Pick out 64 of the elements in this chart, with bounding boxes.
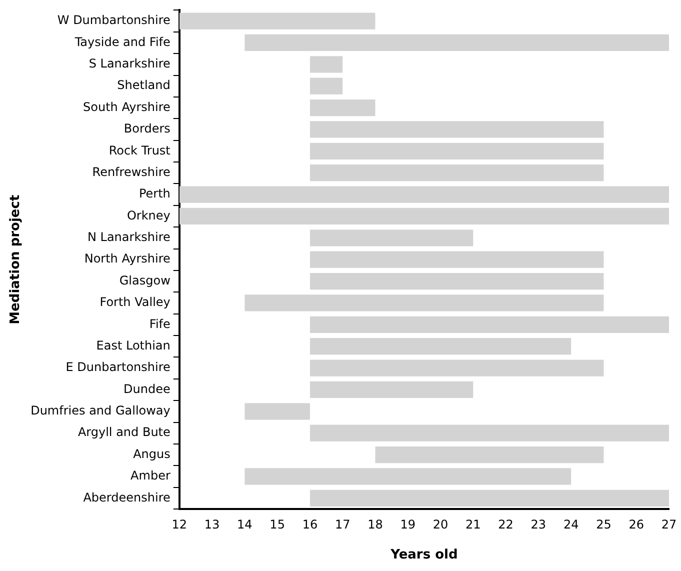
y-tick-label: N Lanarkshire [87, 230, 170, 244]
x-tick-label: 15 [270, 517, 285, 532]
bar [244, 294, 604, 312]
bar [310, 338, 572, 355]
x-tick-label: 21 [466, 517, 481, 532]
bar [310, 424, 669, 442]
y-tick-label: Aberdeenshire [83, 490, 170, 504]
bar [310, 360, 604, 376]
y-tick-label: Orkney [126, 208, 170, 222]
bar [310, 230, 474, 246]
y-tick-label: W Dumbartonshire [57, 13, 170, 28]
x-tick-label: 25 [596, 517, 612, 532]
y-tick-label: Amber [130, 468, 170, 483]
bar [310, 381, 474, 398]
x-axis-title: Years old [390, 548, 458, 563]
y-axis-title: Mediation project [8, 194, 24, 324]
y-tick-label: North Ayrshire [84, 252, 170, 266]
bar [310, 251, 604, 268]
x-tick-label: 22 [498, 517, 514, 532]
y-tick-label: Glasgow [119, 273, 171, 288]
x-tick-label: 14 [237, 517, 252, 532]
y-tick-label: Fife [149, 316, 170, 331]
bar [310, 316, 669, 333]
bar [179, 186, 669, 203]
x-tick-label: 20 [432, 517, 448, 532]
bar [179, 208, 669, 225]
y-tick-label: South Ayrshire [83, 100, 170, 114]
bar [310, 121, 604, 138]
y-tick-label: Renfrewshire [92, 164, 170, 179]
y-tick-label: Borders [124, 122, 170, 136]
y-tick-label: Shetland [117, 78, 170, 92]
x-tick-label: 23 [530, 517, 546, 532]
y-tick-label: Angus [133, 446, 170, 461]
x-tick-label: 27 [661, 517, 677, 532]
y-tick-label: Forth Valley [100, 295, 170, 310]
y-tick-label: Perth [138, 186, 170, 201]
y-tick-label: East Lothian [96, 338, 170, 352]
bar [310, 99, 376, 116]
x-tick-label: 24 [563, 517, 579, 532]
y-tick-label: E Dunbartonshire [66, 360, 170, 374]
bar [310, 142, 604, 160]
y-tick-label: Dumfries and Galloway [30, 404, 170, 418]
y-tick-label: Rock Trust [108, 143, 171, 158]
bar [375, 446, 604, 464]
bar [310, 78, 343, 94]
y-tick-label: Dundee [124, 382, 170, 396]
x-tick-label: 18 [368, 517, 383, 532]
x-tick-label: 17 [334, 517, 350, 532]
x-tick-label: 12 [172, 517, 188, 532]
bar [310, 56, 343, 73]
y-tick-label: Tayside and Fife [74, 34, 170, 49]
y-tick-label: S Lanarkshire [88, 56, 170, 71]
bar [310, 490, 669, 506]
x-tick-label: 13 [204, 517, 220, 532]
bar [244, 468, 572, 485]
bar [310, 164, 604, 182]
bar [244, 34, 669, 52]
x-tick-label: 19 [400, 517, 416, 532]
bar [244, 403, 310, 420]
bar [310, 272, 604, 290]
bar [179, 12, 376, 30]
x-tick-label: 16 [302, 517, 318, 532]
x-tick-label: 26 [628, 517, 644, 532]
y-tick-label: Argyll and Bute [78, 425, 170, 440]
